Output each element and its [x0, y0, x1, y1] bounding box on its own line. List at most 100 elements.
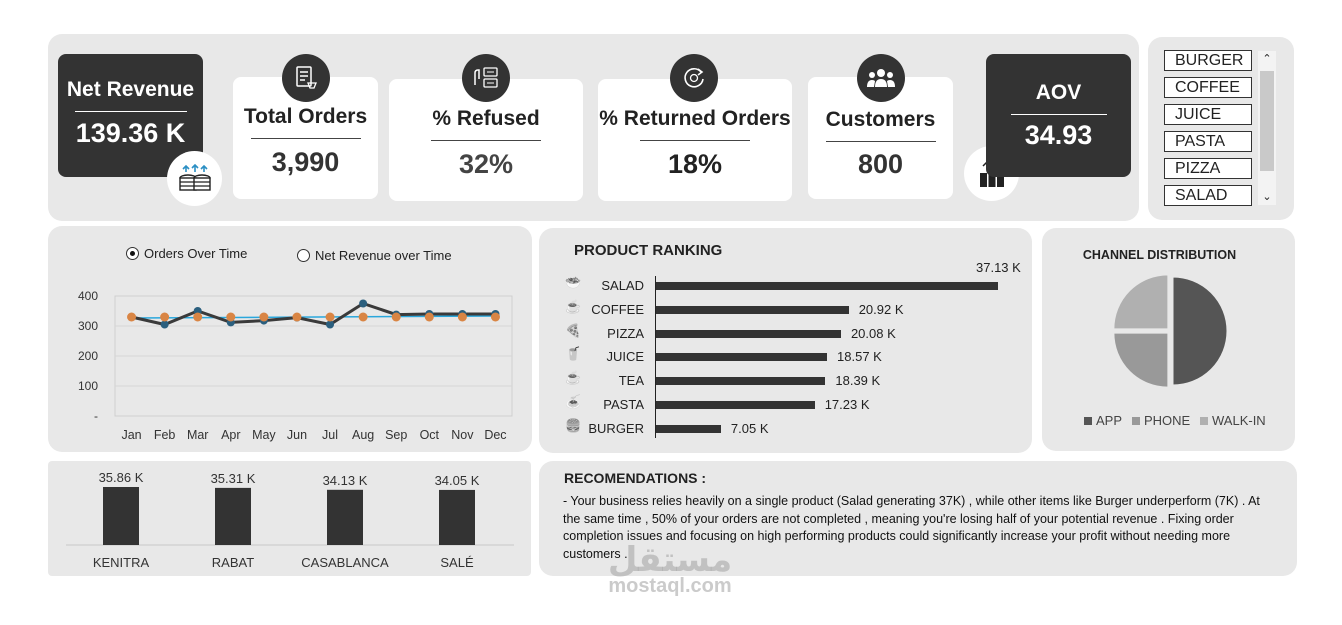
city-bar-0 — [103, 487, 139, 545]
ranking-title: PRODUCT RANKING — [574, 242, 723, 259]
orders-over-time-option[interactable]: Orders Over Time — [126, 246, 247, 261]
recommendations-panel: RECOMENDATIONS : - Your business relies … — [539, 461, 1297, 576]
y-tick-label: 100 — [78, 379, 98, 393]
city-value-label: 34.13 K — [323, 473, 368, 488]
customers-value: 800 — [857, 149, 904, 179]
recommendations-text: - Your business relies heavily on a sing… — [563, 494, 1260, 561]
app-swatch — [1084, 416, 1092, 425]
revenue-point — [193, 312, 203, 322]
scrollbar-thumb[interactable] — [1260, 71, 1274, 171]
slicer-item-coffee[interactable]: COFFEE — [1164, 77, 1252, 98]
burger-icon: 🍔 — [565, 417, 582, 433]
aov-title: AOV — [1035, 81, 1082, 104]
slicer-scrollbar[interactable]: ⌃ ⌄ — [1258, 51, 1276, 205]
scroll-up-icon[interactable]: ⌃ — [1262, 53, 1272, 65]
city-value-label: 35.86 K — [99, 470, 144, 485]
watermark: مستقل mostaql.com — [590, 540, 750, 598]
rank-value-tea: 18.39 K — [835, 373, 881, 389]
revenue-point — [424, 312, 434, 322]
y-tick-label: 400 — [78, 289, 98, 303]
city-bar-2 — [327, 489, 363, 545]
city-bar-3 — [439, 489, 475, 545]
returned-title: % Returned Orders — [599, 107, 791, 130]
net-revenue-title: Net Revenue — [66, 78, 195, 101]
orders-point — [326, 320, 335, 329]
aov-value: 34.93 — [1024, 120, 1093, 150]
slicer-item-salad[interactable]: SALAD — [1164, 185, 1252, 206]
customers-group-icon — [857, 54, 905, 102]
time-chart-panel: Orders Over Time Net Revenue over Time 4… — [48, 226, 532, 452]
recommendations-title: RECOMENDATIONS : — [564, 470, 707, 486]
y-tick-label: 200 — [78, 349, 98, 363]
city-name-label: SALÉ — [440, 555, 474, 570]
legend-app: APP — [1084, 413, 1122, 428]
refused-chat-icon — [462, 54, 510, 102]
rank-label-pizza: PIZZA — [607, 325, 644, 341]
aov-divider — [1010, 114, 1107, 115]
legend-app-label: APP — [1096, 413, 1123, 428]
rank-bar-pizza — [656, 329, 841, 338]
pie-slice-app — [1172, 276, 1228, 386]
city-bar-1 — [215, 487, 251, 545]
legend-walkin: WALK-IN — [1200, 413, 1266, 428]
ranking-axis-line — [655, 276, 656, 438]
phone-swatch — [1132, 416, 1140, 425]
slicer-item-juice[interactable]: JUICE — [1164, 104, 1252, 125]
pizza-icon: 🍕 — [565, 322, 582, 338]
net-revenue-over-time-option[interactable]: Net Revenue over Time — [297, 248, 452, 263]
y-tick-label: - — [94, 409, 98, 423]
x-tick-label: Dec — [484, 428, 506, 442]
total-orders-divider — [250, 138, 361, 139]
return-arrow-icon — [670, 54, 718, 102]
coffee-icon: ☕ — [565, 298, 582, 314]
slicer-item-burger[interactable]: BURGER — [1164, 50, 1252, 71]
rank-value-coffee: 20.92 K — [858, 301, 904, 317]
city-value-label: 35.31 K — [211, 471, 256, 486]
radio-selected-icon — [126, 247, 139, 260]
rank-value-pizza: 20.08 K — [850, 325, 896, 341]
city-name-label: KENITRA — [93, 555, 150, 570]
watermark-arabic: مستقل — [607, 540, 733, 580]
total-orders-title: Total Orders — [243, 105, 368, 128]
refused-value: 32% — [458, 149, 514, 179]
orders-over-time-label: Orders Over Time — [144, 246, 248, 261]
rank-label-salad: SALAD — [601, 278, 644, 293]
rank-value-burger: 7.05 K — [730, 420, 769, 436]
x-tick-label: Aug — [352, 428, 374, 442]
slicer-item-pasta[interactable]: PASTA — [1164, 131, 1252, 152]
pie-slice-phone — [1113, 332, 1169, 388]
x-tick-label: Jan — [121, 428, 141, 442]
slicer-item-pizza[interactable]: PIZZA — [1164, 158, 1252, 179]
aov-card: AOV 34.93 — [986, 54, 1131, 177]
walkin-swatch — [1200, 416, 1208, 425]
city-name-label: RABAT — [212, 555, 254, 570]
x-tick-label: Apr — [221, 428, 240, 442]
refused-divider — [431, 140, 541, 141]
time-line-chart: 400 300 200 100 - Jan Feb Mar Apr May Jun Jul Aug Sep… — [78, 289, 513, 442]
rank-bar-juice — [656, 353, 828, 362]
salad-icon: 🥗 — [565, 275, 582, 290]
revenue-point — [490, 312, 500, 322]
revenue-point — [358, 312, 368, 322]
product-ranking-panel: PRODUCT RANKING 🥗 SALAD 37.13 K ☕ COFFEE 20.9… — [539, 228, 1032, 453]
x-tick-label: May — [252, 428, 276, 442]
rank-value-juice: 18.57 K — [837, 349, 882, 365]
customers-divider — [825, 141, 936, 142]
city-chart-panel: 35.86 K KENITRA 35.31 K RABAT 34.13 K CASABLA… — [48, 461, 531, 576]
rank-bar-tea — [656, 377, 826, 386]
revenue-point — [127, 312, 137, 322]
revenue-point — [325, 312, 335, 322]
channel-pie-chart — [1113, 274, 1228, 388]
scroll-down-icon[interactable]: ⌄ — [1262, 191, 1272, 203]
rank-label-juice: JUICE — [606, 349, 644, 365]
x-tick-label: Oct — [420, 428, 440, 442]
legend-phone-label: PHONE — [1144, 413, 1191, 428]
kpi-panel: Net Revenue 139.36 K Total Orders 3,990 … — [48, 34, 1139, 221]
pie-slice-walk-in — [1113, 274, 1169, 330]
x-tick-label: Feb — [154, 428, 176, 442]
revenue-point — [259, 312, 269, 322]
channel-panel: CHANNEL DISTRIBUTION APP PHONE WALK-IN — [1042, 228, 1295, 451]
city-bar-chart: 35.86 K KENITRA 35.31 K RABAT 34.13 K CASABLA… — [66, 470, 514, 570]
refused-title: % Refused — [432, 107, 540, 130]
rank-bar-pasta — [656, 401, 815, 409]
